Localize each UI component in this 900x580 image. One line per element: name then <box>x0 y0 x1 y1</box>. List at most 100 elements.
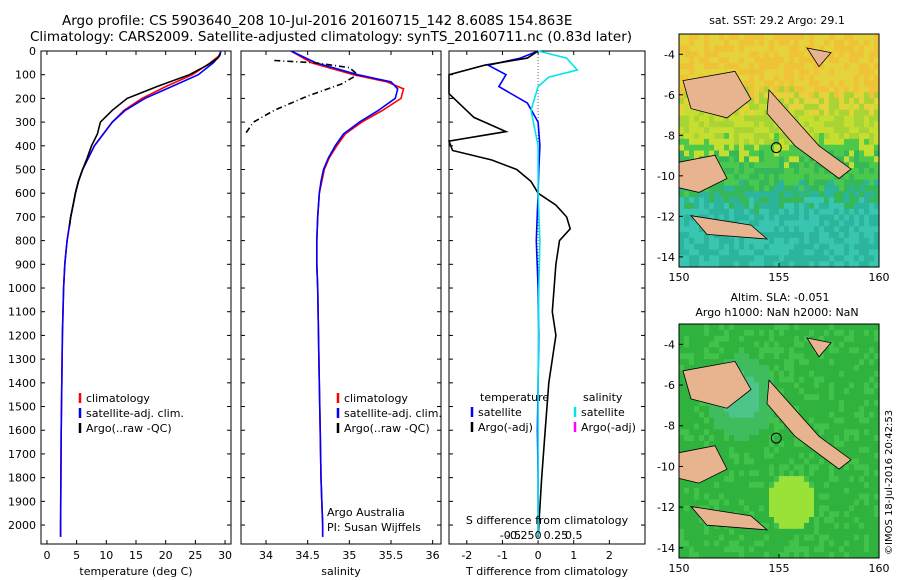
map-cell <box>774 185 780 192</box>
map-cell <box>819 411 825 419</box>
map-cell <box>759 98 765 105</box>
map-cell <box>799 411 805 419</box>
map-cell <box>754 400 760 407</box>
map-cell <box>754 458 760 465</box>
map-cell <box>769 464 775 471</box>
map-cell <box>829 232 835 239</box>
map-cell <box>829 429 835 436</box>
map-cell <box>864 476 870 483</box>
map-cell <box>769 249 775 256</box>
map-cell <box>854 546 860 553</box>
map-cell <box>684 429 690 436</box>
map-cell <box>809 121 815 128</box>
map-cell <box>824 364 830 372</box>
map-cell <box>729 476 735 483</box>
map-cell <box>864 493 870 500</box>
map-cell <box>819 400 825 407</box>
map-cell <box>824 522 830 530</box>
map-cell <box>834 150 840 157</box>
map-cell <box>754 493 760 500</box>
map-cell <box>849 335 855 343</box>
map-cell <box>754 220 760 227</box>
map-cell <box>849 540 855 547</box>
map-cell <box>799 481 805 489</box>
map-cell <box>769 138 775 146</box>
map-cell <box>814 173 820 181</box>
map-cell <box>779 364 785 372</box>
map-cell <box>699 481 705 489</box>
map-cell <box>694 417 700 424</box>
map-cell <box>824 98 830 105</box>
map-cell <box>764 429 770 436</box>
map-cell <box>699 109 705 117</box>
map-y-tick-label: -8 <box>664 420 675 433</box>
map-cell <box>789 191 795 198</box>
map-cell <box>759 517 765 524</box>
map-cell <box>684 98 690 105</box>
map-cell <box>829 376 835 383</box>
map-cell <box>684 353 690 360</box>
map-cell <box>684 528 690 536</box>
map-cell <box>739 364 745 372</box>
map-cell <box>789 98 795 105</box>
map-cell <box>794 359 800 366</box>
map-cell <box>719 69 725 76</box>
map-cell <box>709 324 715 331</box>
map-cell <box>859 499 865 506</box>
map-cell <box>724 435 730 442</box>
map-cell <box>719 487 725 495</box>
map-cell <box>814 405 820 413</box>
map-cell <box>699 57 705 64</box>
map-cell <box>714 347 720 354</box>
map-cell <box>869 63 875 70</box>
map-cell <box>694 540 700 547</box>
map-cell <box>769 150 775 157</box>
map-cell <box>724 191 730 198</box>
map-cell <box>679 98 685 105</box>
map-cell <box>809 63 815 70</box>
map-cell <box>809 382 815 389</box>
map-cell <box>749 394 755 401</box>
map-cell <box>684 505 690 512</box>
map-cell <box>839 226 845 233</box>
map-cell <box>854 534 860 541</box>
map-cell <box>829 197 835 204</box>
map-cell <box>824 505 830 512</box>
map-cell <box>789 57 795 64</box>
land-polygon <box>689 505 769 531</box>
map-cell <box>799 446 805 454</box>
map-cell <box>699 232 705 239</box>
map-cell <box>849 168 855 175</box>
map-cell <box>719 51 725 58</box>
map-cell <box>684 400 690 407</box>
map-cell <box>859 103 865 111</box>
map-cell <box>699 63 705 70</box>
map-cell <box>689 441 695 448</box>
map-cell <box>864 481 870 489</box>
legend-label: satellite-adj. clim. <box>86 407 184 420</box>
map-cell <box>784 476 790 483</box>
map-cell <box>874 173 880 181</box>
map-cell <box>804 493 810 500</box>
map-cell <box>824 388 830 395</box>
map-x-tick-label: 150 <box>669 562 690 575</box>
map-cell <box>794 249 800 256</box>
map-cell <box>689 329 695 337</box>
map-cell <box>799 51 805 58</box>
map-cell <box>689 34 695 41</box>
map-cell <box>824 261 830 268</box>
map-cell <box>689 400 695 407</box>
map-cell <box>854 423 860 430</box>
map-cell <box>684 394 690 401</box>
map-cell <box>769 63 775 70</box>
x-tick-label: 10 <box>99 549 113 562</box>
map-cell <box>859 156 865 163</box>
map-cell <box>684 121 690 128</box>
map-cell <box>849 208 855 216</box>
map-cell <box>709 353 715 360</box>
map-cell <box>829 464 835 471</box>
map-cell <box>869 324 875 331</box>
map-cell <box>719 546 725 553</box>
map-cell <box>769 86 775 93</box>
map-cell <box>849 353 855 360</box>
